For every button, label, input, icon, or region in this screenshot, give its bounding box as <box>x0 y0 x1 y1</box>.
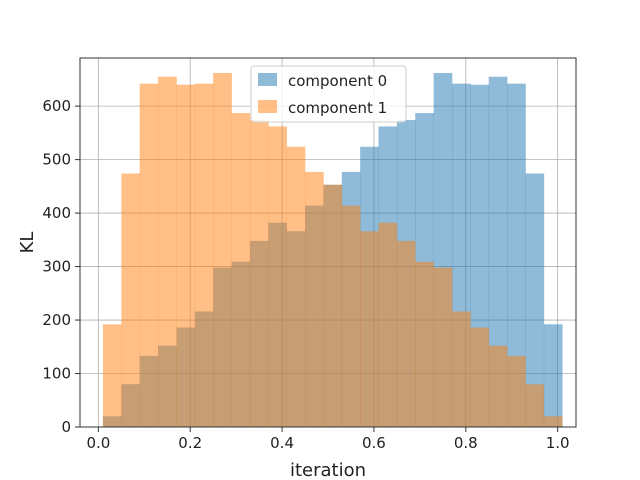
x-tick-label: 0.8 <box>454 434 478 452</box>
histogram-bar <box>323 184 343 427</box>
histogram-bar <box>305 171 324 427</box>
histogram-bar <box>525 173 545 427</box>
histogram-bar <box>507 355 526 427</box>
x-tick-label: 0.4 <box>270 434 294 452</box>
histogram-bar <box>139 83 159 428</box>
legend-label-component-0: component 0 <box>288 72 387 90</box>
legend-swatch-component-0 <box>258 73 277 86</box>
y-tick-label: 500 <box>42 151 71 169</box>
histogram-bar <box>121 173 141 427</box>
histogram-bar <box>360 231 379 427</box>
plot-frame <box>79 57 577 428</box>
histogram-bar <box>488 345 508 427</box>
histogram-bar <box>433 267 453 427</box>
histogram-bars <box>102 72 563 428</box>
legend-box <box>250 65 407 123</box>
histogram-bar <box>396 240 416 427</box>
histogram-bar <box>249 120 269 427</box>
legend: component 0 component 1 <box>250 65 407 123</box>
histogram-bar <box>543 416 563 427</box>
histogram-bar <box>525 384 545 427</box>
y-tick-label: 100 <box>42 365 71 383</box>
x-tick-label: 0.0 <box>86 434 110 452</box>
histogram-bar <box>543 324 563 427</box>
y-tick-label: 300 <box>42 258 71 276</box>
legend-label-component-1: component 1 <box>288 99 387 117</box>
histogram-bar <box>488 76 508 427</box>
series-component-1 <box>102 72 563 428</box>
x-tick-label: 0.2 <box>178 434 202 452</box>
histogram-bar <box>470 327 490 427</box>
y-axis-ticks: 0 100 200 300 400 500 600 <box>42 97 80 436</box>
y-tick-label: 200 <box>42 311 71 329</box>
x-axis-ticks: 0.0 0.2 0.4 0.6 0.8 1.0 <box>86 427 570 452</box>
histogram-bar <box>158 76 177 427</box>
histogram-bar <box>378 222 398 427</box>
histogram-bar <box>341 205 361 427</box>
histogram-bar <box>102 324 122 427</box>
legend-swatch-component-1 <box>258 100 277 113</box>
histogram-bar <box>286 146 306 427</box>
x-axis-label: iteration <box>290 460 366 480</box>
x-tick-label: 1.0 <box>546 434 570 452</box>
histogram-bar <box>231 113 251 427</box>
y-tick-label: 400 <box>42 204 71 222</box>
histogram-bar <box>452 311 471 427</box>
histogram-bar <box>268 126 287 427</box>
x-tick-label: 0.6 <box>362 434 386 452</box>
y-axis-label: KL <box>17 232 38 254</box>
y-tick-label: 600 <box>42 97 71 115</box>
histogram-bar <box>194 83 214 428</box>
y-tick-label: 0 <box>61 418 71 436</box>
histogram-bar <box>213 72 232 428</box>
histogram-bar <box>415 261 434 427</box>
histogram-bar <box>507 83 526 428</box>
histogram-bar <box>176 84 196 427</box>
